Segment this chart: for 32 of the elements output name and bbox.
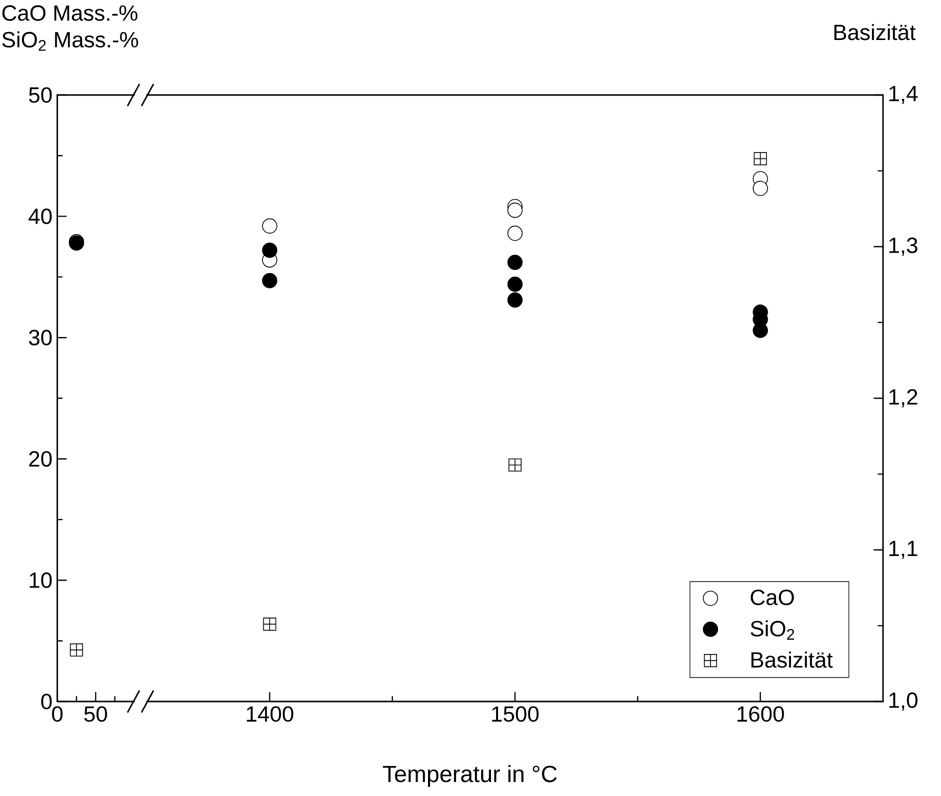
y2-tick-label: 1,0 (889, 692, 918, 711)
point (507, 292, 523, 308)
x-tick-label: 50 (84, 706, 108, 722)
point (752, 180, 768, 196)
y-tick-label: 0 (41, 694, 52, 710)
point (507, 254, 523, 270)
point (262, 242, 278, 258)
y2-tick-label: 1,1 (889, 540, 918, 559)
y2-tick-label: 1,2 (889, 389, 918, 408)
y2-tick-label: 1,3 (889, 238, 918, 256)
point (507, 276, 523, 292)
y-tick-label: 10 (30, 572, 52, 588)
y-tick-label: 40 (28, 208, 52, 224)
x-axis-title: Temperatur in °C (382, 765, 557, 787)
y-tick-label: 30 (28, 330, 52, 346)
x-tick-label: 1600 (738, 706, 784, 722)
y-axis-title: CaO Mass.-% SiO$_{2}$ Mass.-% (2, 5, 138, 51)
point (507, 226, 523, 241)
x-tick-label: 1500 (492, 706, 539, 722)
y2-tick-label: 1,4 (889, 86, 918, 104)
x-tick-label: 1400 (246, 706, 294, 722)
x-tick-label: 0 (52, 706, 63, 722)
y2-axis-title: Basizität (834, 24, 916, 40)
y-tick-label: 20 (29, 451, 52, 467)
point (262, 272, 278, 288)
point (262, 218, 278, 234)
point (752, 322, 768, 338)
legend-label: CaO (750, 590, 794, 606)
legend-label: SiO$_{2}$ (750, 620, 794, 640)
y-tick-label: 50 (28, 87, 52, 103)
legend-label: Basizität (751, 652, 833, 668)
point (507, 202, 523, 218)
